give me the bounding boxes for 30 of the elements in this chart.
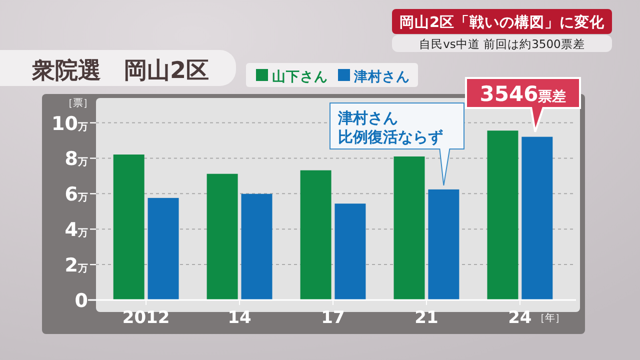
- x-tick-label: 24: [508, 308, 532, 328]
- text: 自民vs中道 前回は約3500票差: [419, 37, 585, 51]
- bar: [522, 136, 553, 300]
- annotation: 津村さん比例復活ならず: [337, 109, 443, 146]
- y-tick-label: 10万: [52, 112, 88, 135]
- y-tick-label: 0: [74, 290, 88, 312]
- chart-title: 衆院選 岡山2区: [31, 58, 210, 84]
- chart-subtitle: 岡山2区「戦いの構図」に変化: [399, 13, 606, 31]
- bar: [487, 130, 518, 300]
- y-tick-label: 4万: [64, 219, 88, 242]
- legend-label: 山下さん: [272, 69, 328, 85]
- bar: [148, 198, 179, 300]
- bar: [428, 189, 460, 300]
- x-tick-label: 2012: [122, 308, 170, 328]
- y-tick-label: 6万: [64, 184, 88, 206]
- bar: [206, 174, 238, 300]
- bar: [300, 170, 332, 300]
- y-tick-label: 8万: [64, 148, 88, 170]
- legend-label: 津村さん: [353, 69, 410, 85]
- bar: [334, 204, 366, 300]
- x-tick-label: 17: [321, 308, 345, 328]
- x-axis-title: ［年］: [535, 312, 565, 324]
- bar: [113, 154, 144, 300]
- y-tick-label: 2万: [64, 254, 88, 277]
- bar: [394, 156, 425, 300]
- x-tick-label: 21: [414, 308, 438, 328]
- x-tick-label: 14: [228, 308, 252, 328]
- annotation: 3546票差: [480, 82, 566, 106]
- y-axis-title: ［票］: [63, 98, 93, 109]
- bar: [241, 194, 272, 300]
